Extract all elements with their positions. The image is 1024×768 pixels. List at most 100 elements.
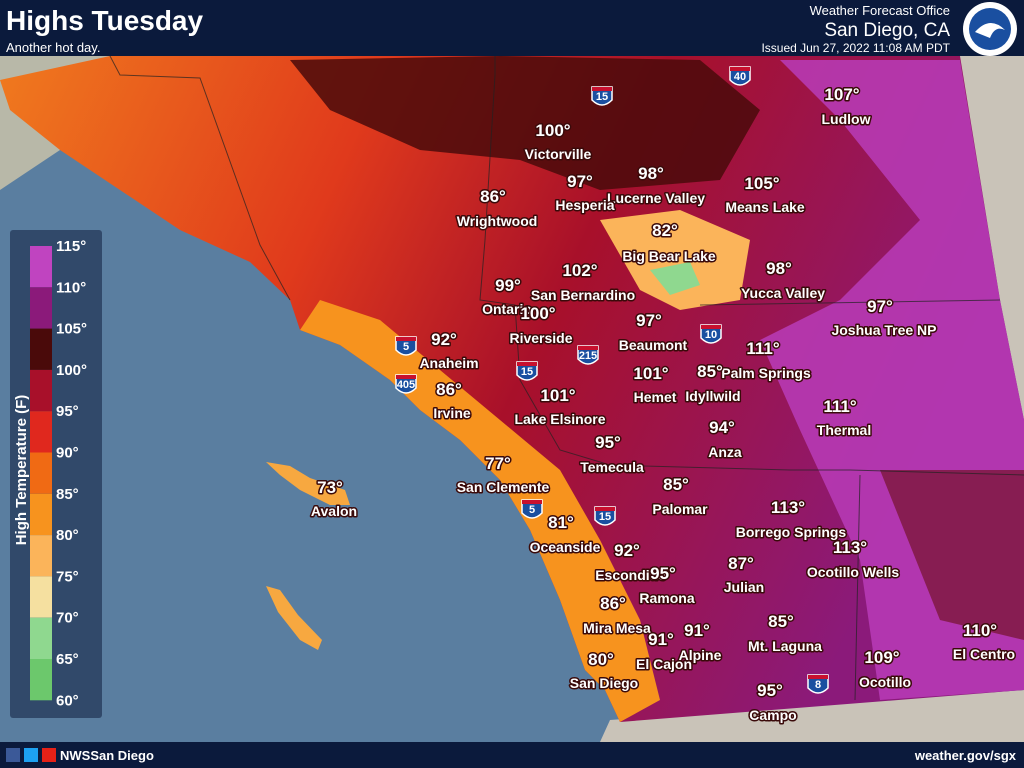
shield-top [578,346,598,350]
outside-terrain [600,56,1024,742]
legend-band [30,369,52,412]
legend-band [30,535,52,577]
city-temp: 80° [588,650,614,669]
legend-band [30,576,52,618]
shield-body [807,674,829,694]
city-name: Ocotillo Wells [807,564,900,580]
shield-number: 10 [705,329,717,341]
shield-top [522,500,542,504]
city-name: Anaheim [419,355,478,371]
city-name: San Diego [570,675,638,691]
youtube-icon [42,748,56,762]
city-name: Big Bear Lake [622,248,716,264]
city-name: Palm Springs [721,365,811,381]
interstate-shield: 15 [591,86,613,106]
city-name: Ludlow [822,111,871,127]
city-name: Idyllwild [685,388,740,404]
social-handle: NWSSan Diego [60,748,154,763]
city-temp: 94° [709,418,735,437]
city-name: Thermal [817,422,871,438]
legend-label: 70° [56,610,79,627]
title: Highs Tuesday [6,5,204,36]
island [266,462,350,505]
labels: 115° 110° 105° 100° 95° 90° 85° 80° 75° 70° 65° 60°… [30,66,1017,725]
city-name: Temecula [580,459,644,475]
mountain-zone [600,210,750,310]
legend-label: 90° [56,445,79,462]
shield-body [516,361,538,381]
legend-band [30,287,52,329]
shield-body [395,336,417,356]
hot-zone [880,470,1024,640]
header-bar [0,0,1024,40]
interstate-shield: 215 [577,345,599,365]
city-name: Alpine [679,647,722,663]
city-temp: 86° [600,594,626,613]
interstate-shield: 10 [700,324,722,344]
city-name: Hemet [634,389,677,405]
shield-top [592,87,612,91]
legend-band [30,452,52,494]
legend-label: 110° [56,279,86,296]
shield-number: 215 [579,350,597,362]
legend-title: High Temperature (F) [13,395,30,546]
legend-label: 85° [56,486,79,503]
city-temp: 85° [663,475,689,494]
city-temp: 91° [684,621,710,640]
city-temp: 109° [864,648,899,667]
interstate-shield: 8 [807,674,829,694]
legend-label: 100° [56,362,87,379]
shield-body [591,86,613,106]
city-name: El Cajon [636,656,692,672]
city-temp: 101° [540,386,575,405]
city-name: Oceanside [530,539,601,555]
city-name: Anza [708,444,742,460]
legend-band [30,617,52,659]
city-temp: 87° [728,554,754,573]
city-temp: 101° [633,364,668,383]
subheader-bar [0,40,1024,56]
city-temp: 113° [833,538,867,557]
city-name: Yucca Valley [741,285,825,301]
city-name: Julian [724,579,764,595]
twitter-icon [24,748,38,762]
website: weather.gov/sgx [914,748,1017,763]
city-temp: 92° [614,541,640,560]
city-temp: 111° [823,397,856,416]
city-temp: 98° [766,259,792,278]
city-temp: 105° [744,174,779,193]
legend-band [30,246,52,288]
city-name: Joshua Tree NP [831,322,936,338]
city-temp: 111° [746,339,779,358]
city-temp: 100° [520,304,555,323]
city-temp: 97° [567,172,593,191]
city-temp: 73° [317,478,343,497]
nws-logo [963,2,1017,56]
shield-number: 15 [599,511,611,523]
shield-body [729,66,751,86]
city-name: Hesperia [555,197,614,213]
city-name: Mira Mesa [583,620,651,636]
city-name: Campo [749,707,796,723]
coastal-zone [300,300,660,722]
shield-top [517,362,537,366]
city-name: Lake Elsinore [514,411,605,427]
city-temp: 85° [697,362,723,381]
city-temp: 95° [650,564,676,583]
legend-band [30,493,52,536]
city-temp: 110° [963,621,997,640]
city-name: Ocotillo [859,674,911,690]
city-name: Means Lake [725,199,805,215]
shield-number: 5 [403,341,409,353]
shield-top [701,325,721,329]
city-name: Ramona [639,590,694,606]
legend-band [30,328,52,370]
legend-band [30,659,52,701]
shield-top [595,507,615,511]
island [266,586,322,650]
mountain-zone [650,262,700,295]
city-temp: 91° [648,630,674,649]
city-name: Borrego Springs [736,524,847,540]
shield-number: 40 [734,71,746,83]
